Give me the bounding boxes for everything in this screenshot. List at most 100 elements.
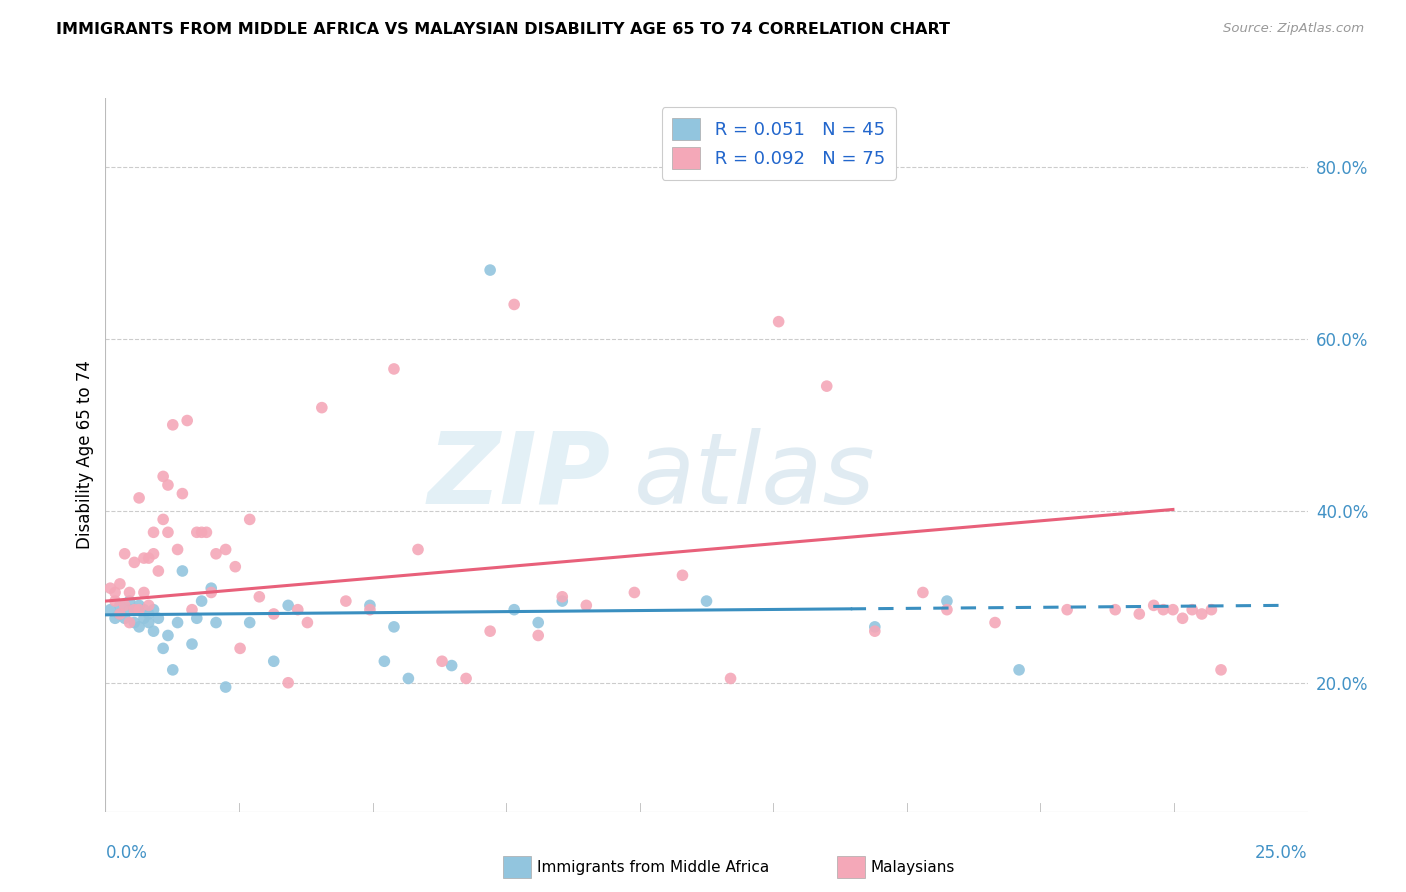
Point bbox=[406, 542, 429, 557]
Point bbox=[430, 654, 453, 668]
Point bbox=[396, 672, 419, 686]
Point bbox=[1201, 602, 1223, 616]
Point bbox=[335, 594, 357, 608]
Point bbox=[104, 594, 127, 608]
Point bbox=[138, 551, 160, 566]
Point bbox=[440, 658, 463, 673]
Point bbox=[172, 486, 194, 500]
Point bbox=[132, 585, 155, 599]
Point bbox=[186, 611, 208, 625]
Text: Source: ZipAtlas.com: Source: ZipAtlas.com bbox=[1223, 22, 1364, 36]
Point bbox=[118, 594, 141, 608]
Point bbox=[671, 568, 693, 582]
Point bbox=[815, 379, 838, 393]
Point bbox=[1209, 663, 1232, 677]
Point bbox=[551, 590, 574, 604]
Point bbox=[359, 599, 381, 613]
Point bbox=[124, 555, 146, 569]
Point bbox=[152, 512, 174, 526]
Point bbox=[551, 594, 574, 608]
Point bbox=[984, 615, 1007, 630]
Point bbox=[128, 599, 150, 613]
Text: ZIP: ZIP bbox=[427, 428, 610, 524]
Point bbox=[128, 620, 150, 634]
Point bbox=[623, 585, 645, 599]
Point bbox=[239, 512, 262, 526]
Point bbox=[527, 628, 550, 642]
Point bbox=[166, 615, 188, 630]
Text: 0.0%: 0.0% bbox=[105, 844, 148, 862]
Point bbox=[479, 263, 502, 277]
Point bbox=[214, 680, 236, 694]
Point bbox=[118, 615, 141, 630]
Point bbox=[696, 594, 718, 608]
Point bbox=[263, 607, 285, 621]
Point bbox=[575, 599, 598, 613]
Point bbox=[124, 615, 146, 630]
Point bbox=[200, 585, 222, 599]
Point bbox=[138, 607, 160, 621]
Point bbox=[200, 581, 222, 595]
Text: IMMIGRANTS FROM MIDDLE AFRICA VS MALAYSIAN DISABILITY AGE 65 TO 74 CORRELATION C: IMMIGRANTS FROM MIDDLE AFRICA VS MALAYSI… bbox=[56, 22, 950, 37]
Point bbox=[156, 628, 179, 642]
Point bbox=[382, 620, 405, 634]
Point bbox=[142, 602, 165, 616]
Point bbox=[138, 615, 160, 630]
Point bbox=[98, 602, 121, 616]
Point bbox=[911, 585, 934, 599]
Point bbox=[124, 602, 146, 616]
Point bbox=[214, 542, 236, 557]
Text: Immigrants from Middle Africa: Immigrants from Middle Africa bbox=[537, 860, 769, 874]
Point bbox=[124, 602, 146, 616]
Point bbox=[118, 602, 141, 616]
Point bbox=[118, 585, 141, 599]
Point bbox=[239, 615, 262, 630]
Point bbox=[142, 624, 165, 639]
Point bbox=[1181, 602, 1204, 616]
Point bbox=[108, 599, 131, 613]
Legend:  R = 0.051   N = 45,  R = 0.092   N = 75: R = 0.051 N = 45, R = 0.092 N = 75 bbox=[662, 107, 896, 180]
Point bbox=[195, 525, 218, 540]
Y-axis label: Disability Age 65 to 74: Disability Age 65 to 74 bbox=[76, 360, 94, 549]
Point bbox=[176, 413, 198, 427]
Point bbox=[527, 615, 550, 630]
Point bbox=[863, 620, 886, 634]
Point bbox=[229, 641, 252, 656]
Point bbox=[359, 602, 381, 616]
Point bbox=[114, 599, 136, 613]
Point bbox=[152, 641, 174, 656]
Point bbox=[156, 525, 179, 540]
Point bbox=[373, 654, 395, 668]
Point bbox=[114, 611, 136, 625]
Point bbox=[190, 594, 212, 608]
Point bbox=[768, 315, 790, 329]
Point bbox=[128, 602, 150, 616]
Point bbox=[863, 624, 886, 639]
Point bbox=[479, 624, 502, 639]
Point bbox=[98, 581, 121, 595]
Point bbox=[108, 577, 131, 591]
Point bbox=[104, 585, 127, 599]
Point bbox=[142, 547, 165, 561]
Text: 25.0%: 25.0% bbox=[1256, 844, 1308, 862]
Point bbox=[148, 564, 170, 578]
Point bbox=[277, 675, 299, 690]
Point bbox=[277, 599, 299, 613]
Point bbox=[181, 637, 204, 651]
Point bbox=[224, 559, 246, 574]
Point bbox=[162, 417, 184, 432]
Point bbox=[1152, 602, 1174, 616]
Point bbox=[720, 672, 742, 686]
Point bbox=[132, 602, 155, 616]
Text: atlas: atlas bbox=[634, 428, 876, 524]
Point bbox=[181, 602, 204, 616]
Point bbox=[152, 469, 174, 483]
Point bbox=[132, 551, 155, 566]
Point bbox=[205, 615, 228, 630]
Point bbox=[297, 615, 319, 630]
Point bbox=[166, 542, 188, 557]
Point bbox=[503, 297, 526, 311]
Point bbox=[1008, 663, 1031, 677]
Point bbox=[148, 611, 170, 625]
Point bbox=[104, 611, 127, 625]
